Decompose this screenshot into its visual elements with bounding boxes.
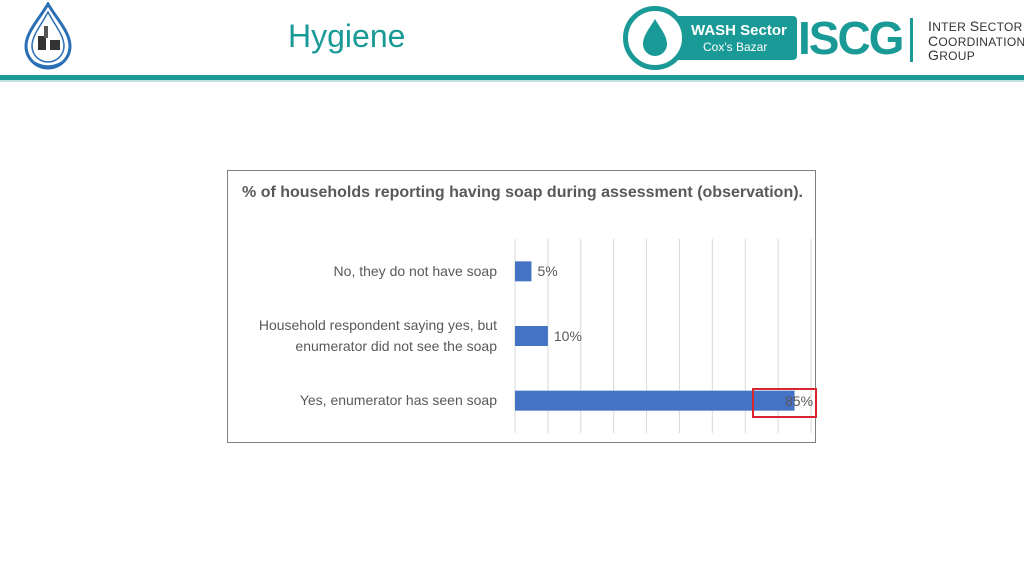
bar-1 <box>515 261 532 282</box>
category-label: No, they do not have soap <box>333 262 497 279</box>
data-label: 5% <box>537 263 558 280</box>
header-divider <box>0 75 1024 80</box>
wash-sector-logo: WASH Sector Cox's Bazar <box>623 6 801 70</box>
logo-divider <box>910 18 913 62</box>
dphe-logo <box>20 0 76 72</box>
bar-3 <box>515 390 795 411</box>
iscg-line-3: GROUP <box>928 47 976 63</box>
iscg-line-2: COORDINATION <box>928 33 1024 49</box>
chart-container: % of households reporting having soap du… <box>227 170 817 443</box>
page-title: Hygiene <box>288 18 406 54</box>
iscg-logo: ISCG <box>798 12 904 64</box>
water-drop-icon <box>623 6 687 70</box>
bar-chart-plot <box>514 239 812 433</box>
category-label: Household respondent saying yes, but enu… <box>258 317 497 354</box>
category-label: Yes, enumerator has seen soap <box>299 392 497 409</box>
bar-2 <box>515 326 548 346</box>
data-label: 85% <box>785 392 814 409</box>
header: Hygiene WASH Sector Cox's Bazar ISCG INT… <box>0 0 1024 82</box>
iscg-line-1: INTER SECTOR <box>928 18 1023 34</box>
wash-logo-line1: WASH Sector <box>691 22 787 39</box>
chart-title: % of households reporting having soap du… <box>242 184 803 201</box>
header-divider-shadow <box>0 80 1024 82</box>
wash-logo-line2: Cox's Bazar <box>703 40 768 54</box>
data-label: 10% <box>553 328 582 344</box>
highlight-box <box>752 388 817 418</box>
